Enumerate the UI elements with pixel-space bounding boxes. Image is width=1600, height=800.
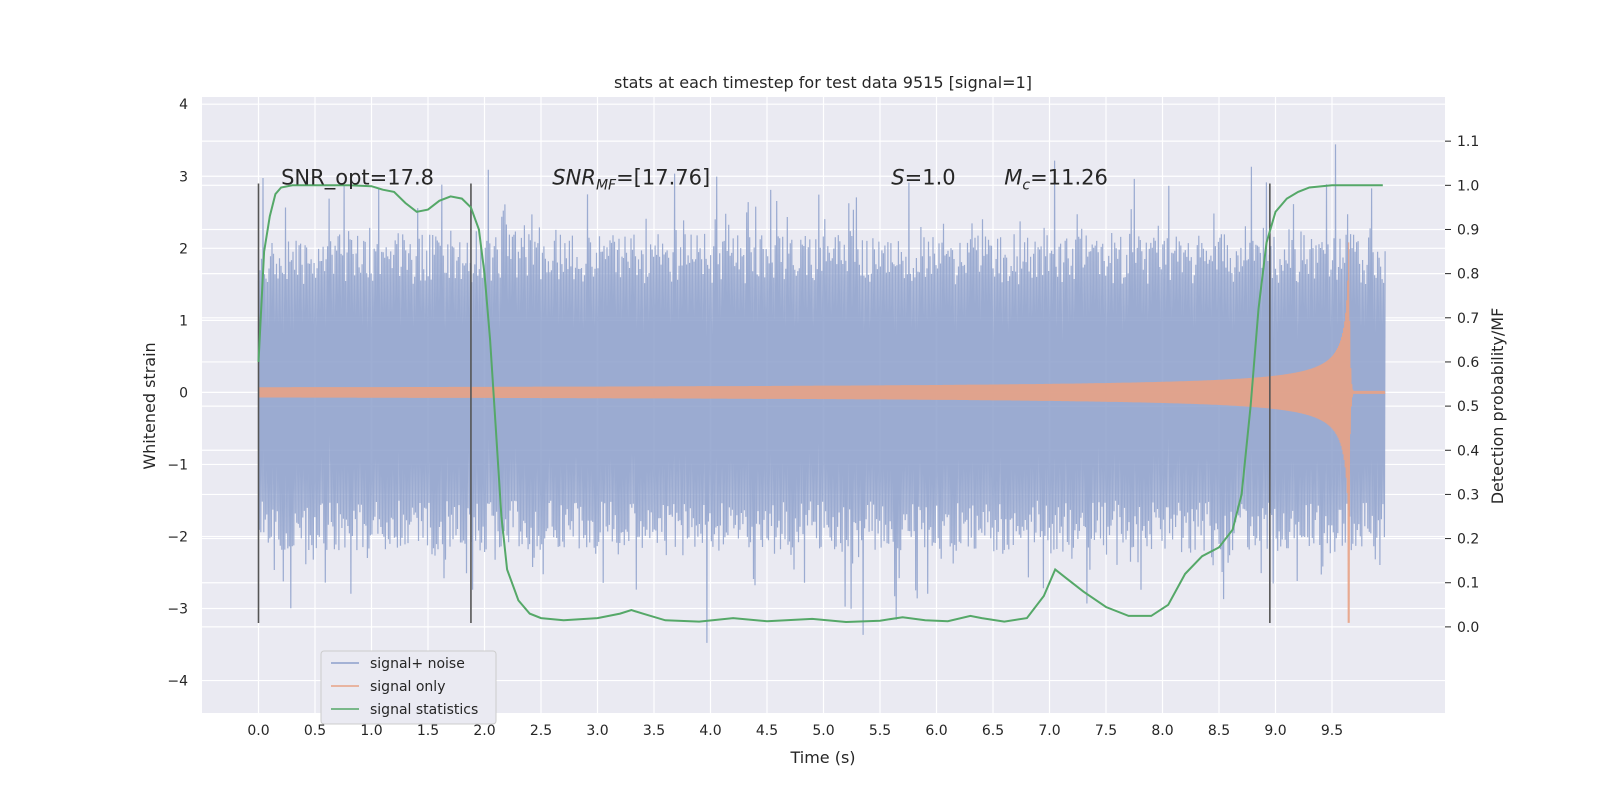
- annotation: SNR_opt=17.8: [281, 165, 434, 190]
- x-tick-label: 5.5: [869, 723, 891, 739]
- y2-tick-label: 0.8: [1457, 267, 1479, 283]
- marker-lines: [257, 183, 1271, 623]
- y2-tick-label: 0.9: [1457, 222, 1479, 238]
- y-tick-label: −2: [167, 529, 188, 545]
- x-tick-label: 2.5: [530, 723, 552, 739]
- annotation: S=1.0: [891, 165, 955, 189]
- y2-tick-label: 0.7: [1457, 311, 1479, 327]
- x-tick-label: 6.0: [925, 723, 947, 739]
- x-tick-label: 2.0: [473, 723, 495, 739]
- x-tick-label: 9.0: [1264, 723, 1286, 739]
- annotations: SNR_opt=17.8 SNRMF=[17.76] S=1.0 Mc=11.26: [281, 165, 1108, 193]
- x-tick-label: 3.5: [643, 723, 665, 739]
- x-tick-label: 4.0: [699, 723, 721, 739]
- legend-label-signal-statistics: signal statistics: [370, 702, 478, 718]
- annotation: Mc=11.26: [1004, 165, 1108, 193]
- x-axis-ticks: 0.0 0.5 1.0 1.5 2.0 2.5 3.0 3.5 4.0 4.5 5.0 5.5 6.0 6…: [247, 723, 1343, 739]
- signal-noise-series: [257, 144, 1386, 643]
- y-tick-label: −4: [167, 674, 188, 690]
- x-tick-label: 1.0: [360, 723, 382, 739]
- y2-axis-label: Detection probability/MF: [1488, 308, 1507, 505]
- y2-tick-label: 1.1: [1457, 134, 1479, 150]
- x-tick-label: 6.5: [982, 723, 1004, 739]
- legend: signal+ noise signal only signal statist…: [320, 650, 497, 725]
- y-axis-label: Whitened strain: [140, 342, 159, 469]
- x-tick-label: 9.5: [1321, 723, 1343, 739]
- y2-tick-label: 0.0: [1457, 620, 1479, 636]
- x-tick-label: 8.0: [1151, 723, 1173, 739]
- y-tick-label: 1: [179, 313, 188, 329]
- y-axis-ticks: −4 −3 −2 −1 0 1 2 3 4: [167, 97, 188, 689]
- x-tick-label: 5.0: [812, 723, 834, 739]
- legend-label-signal-only: signal only: [370, 679, 445, 695]
- y2-tick-label: 0.6: [1457, 355, 1479, 371]
- x-tick-label: 7.5: [1095, 723, 1117, 739]
- x-tick-label: 0.5: [304, 723, 326, 739]
- signal-only-series: [257, 242, 1386, 623]
- y2-axis-ticks: 0.0 0.1 0.2 0.3 0.4 0.5 0.6 0.7 0.8 0.9 1.0 1.1: [1445, 134, 1479, 636]
- x-tick-label: 4.5: [756, 723, 778, 739]
- legend-box: [320, 650, 497, 725]
- signal-statistics-line: [257, 184, 1383, 624]
- y-tick-label: 0: [179, 385, 188, 401]
- signal-noise-line: [257, 144, 1386, 643]
- x-tick-label: 0.0: [247, 723, 269, 739]
- y2-tick-label: 0.5: [1457, 399, 1479, 415]
- y2-tick-label: 0.1: [1457, 576, 1479, 592]
- signal-statistics-series: [257, 184, 1383, 624]
- y2-tick-label: 1.0: [1457, 178, 1479, 194]
- x-tick-label: 8.5: [1208, 723, 1230, 739]
- y-tick-label: 4: [179, 97, 188, 113]
- y-tick-label: −3: [167, 602, 188, 618]
- legend-label-signal-noise: signal+ noise: [370, 656, 465, 672]
- annotation: SNRMF=[17.76]: [552, 165, 710, 193]
- signal-only-line: [257, 242, 1386, 623]
- x-tick-label: 7.0: [1038, 723, 1060, 739]
- x-axis-label: Time (s): [789, 748, 855, 767]
- x-tick-label: 1.5: [417, 723, 439, 739]
- y2-tick-label: 0.2: [1457, 532, 1479, 548]
- y-tick-label: 2: [179, 241, 188, 257]
- y2-tick-label: 0.4: [1457, 443, 1479, 459]
- y-tick-label: −1: [167, 457, 188, 473]
- y-tick-label: 3: [179, 169, 188, 185]
- chart-title: stats at each timestep for test data 951…: [614, 73, 1032, 92]
- x-tick-label: 3.0: [586, 723, 608, 739]
- y2-tick-label: 0.3: [1457, 487, 1479, 503]
